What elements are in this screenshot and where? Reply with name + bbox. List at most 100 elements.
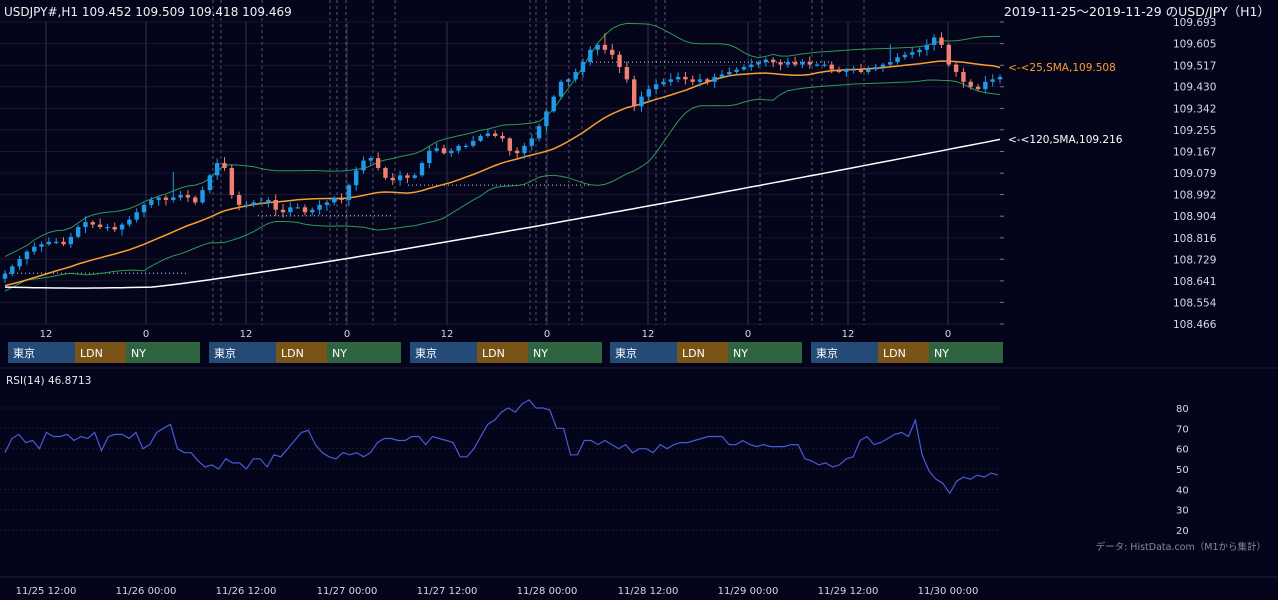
- candle-body: [800, 62, 805, 65]
- bollinger-bands: [4, 22, 1001, 292]
- candle-body: [602, 44, 608, 50]
- candle-body: [141, 204, 147, 213]
- session-london-label: LDN: [682, 347, 705, 360]
- candle-body: [990, 79, 995, 82]
- candle-body: [792, 62, 798, 65]
- candle-body: [631, 79, 637, 107]
- candle-body: [361, 160, 366, 171]
- hour-label: 12: [240, 329, 253, 340]
- candle-body: [968, 81, 973, 87]
- session-london: [75, 342, 126, 363]
- price-label: 109.430: [1173, 82, 1216, 94]
- session-newyork: [728, 342, 802, 363]
- candle-body: [566, 79, 571, 82]
- date-label: 11/28 12:00: [618, 586, 679, 597]
- candle-body: [471, 140, 476, 146]
- candle-body: [134, 212, 139, 220]
- price-label: 108.729: [1173, 254, 1216, 266]
- candle-body: [485, 133, 491, 136]
- rsi-title: RSI(14) 46.8713: [6, 375, 91, 387]
- candle-body: [17, 259, 22, 267]
- candle-body: [339, 197, 344, 200]
- candle-body: [888, 62, 893, 65]
- candle-body: [97, 224, 103, 228]
- candle-body: [112, 227, 117, 230]
- date-label: 11/29 00:00: [718, 586, 779, 597]
- candle-body: [902, 54, 908, 58]
- price-label: 108.992: [1173, 190, 1216, 202]
- candle-body: [127, 219, 132, 225]
- candle-body: [353, 170, 359, 186]
- candle-body: [580, 62, 586, 72]
- moving-averages: [4, 60, 1001, 289]
- candle-body: [295, 207, 300, 209]
- date-label: 11/27 00:00: [317, 586, 378, 597]
- candle-body: [61, 241, 66, 245]
- session-london-label: LDN: [281, 347, 304, 360]
- hour-label: 0: [745, 329, 751, 340]
- candle-body: [946, 44, 951, 65]
- candle-body: [397, 175, 403, 181]
- candle-body: [185, 195, 191, 198]
- session-newyork: [528, 342, 602, 363]
- chart-symbol-title: USDJPY#,H1 109.452 109.509 109.418 109.4…: [4, 5, 292, 19]
- candle-body: [119, 224, 125, 230]
- session-newyork: [126, 342, 200, 363]
- session-newyork-label: NY: [332, 347, 347, 360]
- candle-body: [83, 222, 88, 228]
- candle-body: [639, 96, 644, 107]
- candle-body: [2, 273, 8, 279]
- date-label: 11/28 00:00: [517, 586, 578, 597]
- rsi-label: 60: [1176, 445, 1189, 456]
- candle-body: [456, 145, 461, 151]
- candle-body: [32, 246, 37, 252]
- candle-body: [163, 197, 169, 200]
- candle-body: [844, 69, 849, 72]
- date-label: 11/27 12:00: [417, 586, 478, 597]
- session-tokyo-label: 東京: [415, 346, 437, 360]
- session-tokyo-label: 東京: [816, 346, 838, 360]
- candle-body: [588, 49, 593, 63]
- session-newyork-label: NY: [533, 347, 548, 360]
- session-london-label: LDN: [883, 347, 906, 360]
- date-label: 11/25 12:00: [16, 586, 77, 597]
- candle-body: [617, 54, 622, 68]
- candle-body: [814, 64, 820, 66]
- candle-body: [149, 199, 154, 205]
- candle-body: [785, 62, 791, 65]
- session-tokyo: [610, 342, 677, 363]
- sma120-annotation: <-<120,SMA,109.216: [1008, 134, 1123, 146]
- candle-body: [624, 67, 630, 80]
- rsi-grid: [0, 407, 1000, 531]
- price-label: 108.554: [1173, 297, 1217, 309]
- candle-body: [434, 148, 439, 151]
- candle-body: [266, 199, 271, 203]
- hour-label: 12: [40, 329, 53, 340]
- candle-body: [544, 111, 549, 127]
- candle-body: [778, 62, 783, 65]
- date-label: 11/26 00:00: [116, 586, 177, 597]
- candle-body: [441, 148, 447, 154]
- chart-range-title: 2019-11-25～2019-11-29 のUSD/JPY（H1）: [1004, 4, 1270, 19]
- session-newyork-label: NY: [131, 347, 146, 360]
- candle-body: [288, 207, 293, 213]
- price-grid: [0, 21, 1000, 325]
- session-london-label: LDN: [482, 347, 505, 360]
- reference-dotted-lines: [5, 61, 830, 274]
- candle-body: [463, 145, 469, 148]
- candle-body: [595, 44, 600, 50]
- candle-body: [332, 197, 337, 203]
- hour-label: 0: [544, 329, 550, 340]
- candle-body: [573, 71, 578, 80]
- candle-body: [975, 86, 981, 90]
- rsi-label: 50: [1176, 465, 1189, 476]
- rsi-panel-bg: [0, 369, 1278, 574]
- candle-body: [383, 167, 388, 178]
- candle-body: [236, 195, 242, 205]
- hour-axis: 12 0 12 0 12 0 12 0 12 0: [40, 329, 952, 340]
- candle-body: [873, 67, 878, 70]
- price-panel-bg: [0, 0, 1278, 365]
- candle-body: [851, 69, 856, 71]
- session-newyork-label: NY: [934, 347, 949, 360]
- candle-body: [449, 150, 454, 154]
